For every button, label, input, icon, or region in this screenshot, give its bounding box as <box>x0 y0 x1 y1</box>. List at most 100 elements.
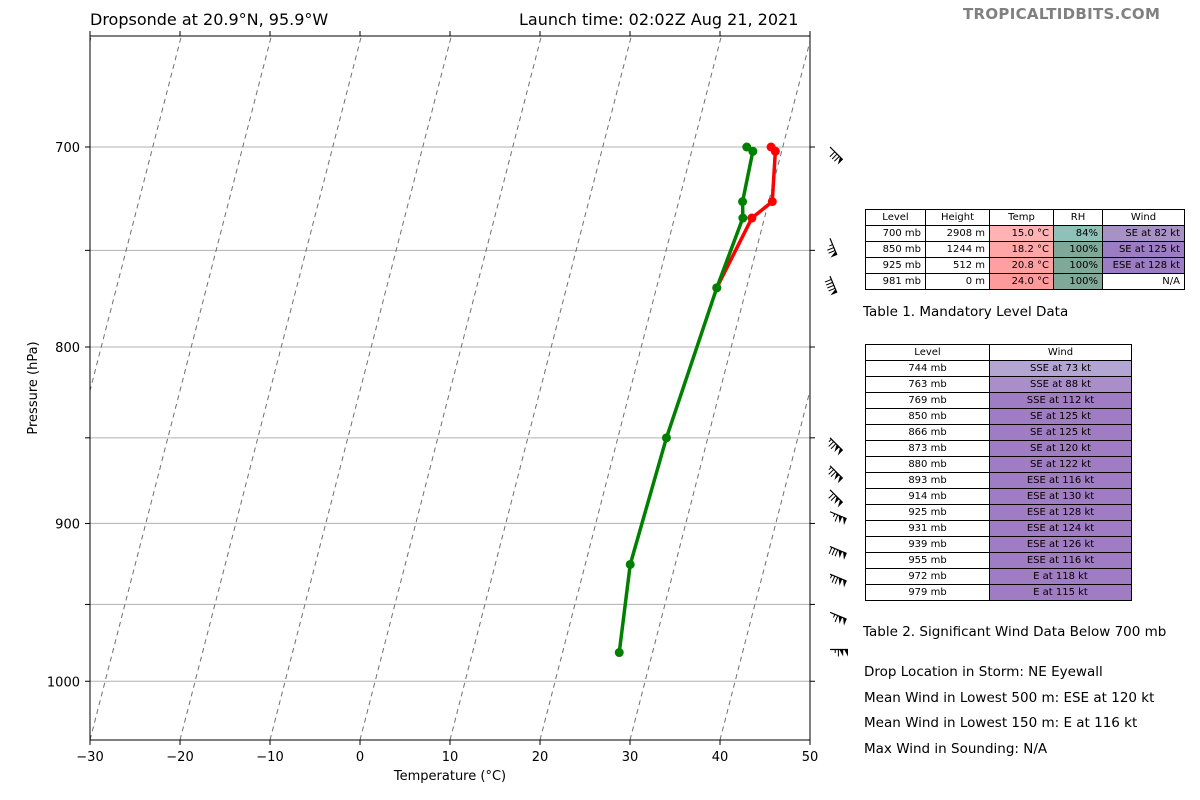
dewpoint-point <box>712 283 722 293</box>
table-row: 972 mb E at 118 kt <box>865 568 1132 585</box>
table-header-cell: Temp <box>989 209 1054 226</box>
barb-flag <box>838 550 843 559</box>
barb-feather <box>828 547 833 554</box>
chart-title-location: Dropsonde at 20.9°N, 95.9°W <box>90 10 329 29</box>
table-row: 939 mb ESE at 126 kt <box>865 536 1132 553</box>
x-tick-label: −20 <box>166 750 193 765</box>
level-cell: 925 mb <box>865 504 990 521</box>
skewt-chart: −30 −20 −10 0 10 20 30 40 50 700 800 900 1000 Tempera… <box>26 31 848 784</box>
plot-frame <box>89 35 811 741</box>
wind-cell: SE at 125 kt <box>989 408 1132 425</box>
isotherm-line <box>90 36 182 393</box>
barb-feather <box>828 493 835 499</box>
barb-staff <box>829 611 847 620</box>
table-row: 850 mb 1244 m 18.2 °C 100% SE at 125 kt <box>865 241 1185 258</box>
wind-cell: ESE at 128 kt <box>1102 257 1185 274</box>
height-cell: 0 m <box>925 273 990 290</box>
table-header-row: Level Wind <box>865 344 1132 361</box>
wind-barb <box>828 465 844 484</box>
barb-feather <box>828 287 836 292</box>
barb-feather <box>834 514 839 522</box>
height-cell: 512 m <box>925 257 990 274</box>
dewpoint-point <box>748 146 758 156</box>
barb-flag <box>834 444 840 453</box>
barb-feather <box>830 495 837 502</box>
barb-feather <box>827 247 835 251</box>
dewpoint-line <box>617 145 755 653</box>
barb-feather <box>828 469 835 475</box>
barb-half-feather <box>833 614 836 618</box>
level-cell: 880 mb <box>865 456 990 473</box>
rh-cell: 100% <box>1053 241 1103 258</box>
site-credit: TROPICALTIDBITS.COM <box>963 5 1161 23</box>
y-tick-label: 1000 <box>47 675 80 690</box>
rh-cell: 84% <box>1053 225 1103 242</box>
wind-cell: SE at 125 kt <box>989 424 1132 441</box>
level-cell: 939 mb <box>865 536 990 553</box>
wind-barb <box>828 437 844 456</box>
barb-feather <box>828 441 835 447</box>
dewpoint-point <box>738 197 748 207</box>
y-axis-label: Pressure (hPa) <box>26 341 41 434</box>
x-tick-label: 30 <box>622 750 639 765</box>
x-tick-label: 20 <box>532 750 549 765</box>
significant-wind-table: Level Wind 744 mb SSE at 73 kt 763 mb SSE at … <box>865 344 1132 601</box>
barb-flag <box>838 515 843 524</box>
table-row: 873 mb SE at 120 kt <box>865 440 1132 457</box>
barb-feather <box>830 471 837 477</box>
wind-barb <box>829 573 847 588</box>
temperature-point <box>747 213 757 223</box>
temp-cell: 18.2 °C <box>989 241 1054 258</box>
table2-caption: Table 2. Significant Wind Data Below 700… <box>863 624 1167 640</box>
x-tick-label: 10 <box>442 750 459 765</box>
temp-cell: 24.0 °C <box>989 273 1054 290</box>
wind-barb <box>828 489 844 508</box>
x-tick-label: −10 <box>256 750 283 765</box>
drop-location-text: Drop Location in Storm: NE Eyewall <box>864 664 1103 680</box>
wind-cell: ESE at 130 kt <box>989 488 1132 505</box>
table-row: 893 mb ESE at 116 kt <box>865 472 1132 489</box>
wind-barb <box>829 511 847 526</box>
level-cell: 873 mb <box>865 440 990 457</box>
barb-half-feather <box>828 466 832 470</box>
wind-cell: ESE at 128 kt <box>989 504 1132 521</box>
barb-feather <box>831 575 836 583</box>
barb-flag <box>838 615 843 624</box>
table-header-cell: RH <box>1053 209 1103 226</box>
level-cell: 931 mb <box>865 520 990 537</box>
barb-half-feather <box>830 574 833 579</box>
rh-cell: 100% <box>1053 273 1103 290</box>
temperature-point <box>770 146 780 156</box>
y-tick-label: 800 <box>55 341 80 356</box>
level-cell: 955 mb <box>865 552 990 569</box>
wind-cell: SE at 82 kt <box>1102 225 1185 242</box>
table-row: 700 mb 2908 m 15.0 °C 84% SE at 82 kt <box>865 225 1185 242</box>
isotherm-line <box>449 36 632 740</box>
x-tick-label: 0 <box>356 750 364 765</box>
wind-barb <box>829 146 844 165</box>
barb-flag <box>843 517 847 526</box>
table-row: 850 mb SE at 125 kt <box>865 408 1132 425</box>
wind-cell: SSE at 73 kt <box>989 360 1132 377</box>
wind-barb <box>828 546 847 560</box>
barb-feather <box>831 153 838 160</box>
level-cell: 925 mb <box>865 257 926 274</box>
level-cell: 700 mb <box>865 225 926 242</box>
barb-half-feather <box>828 438 832 443</box>
mean-wind-150-text: Mean Wind in Lowest 150 m: E at 116 kt <box>864 715 1138 731</box>
level-cell: 981 mb <box>865 273 926 290</box>
isotherm-line <box>90 36 272 740</box>
isotherm-line <box>809 737 810 740</box>
table-header-row: Level Height Temp RH Wind <box>865 209 1185 226</box>
x-tick-label: −30 <box>76 750 103 765</box>
barb-feather <box>829 151 836 158</box>
dewpoint-point <box>661 433 671 443</box>
wind-barb <box>824 275 838 296</box>
y-tick-label: 900 <box>55 517 80 532</box>
wind-cell: SE at 122 kt <box>989 456 1132 473</box>
barb-flag <box>837 157 843 165</box>
barb-feather <box>825 281 833 286</box>
table-header-cell: Wind <box>1102 209 1185 226</box>
wind-cell: SSE at 88 kt <box>989 376 1132 393</box>
dewpoint-point <box>625 559 635 569</box>
